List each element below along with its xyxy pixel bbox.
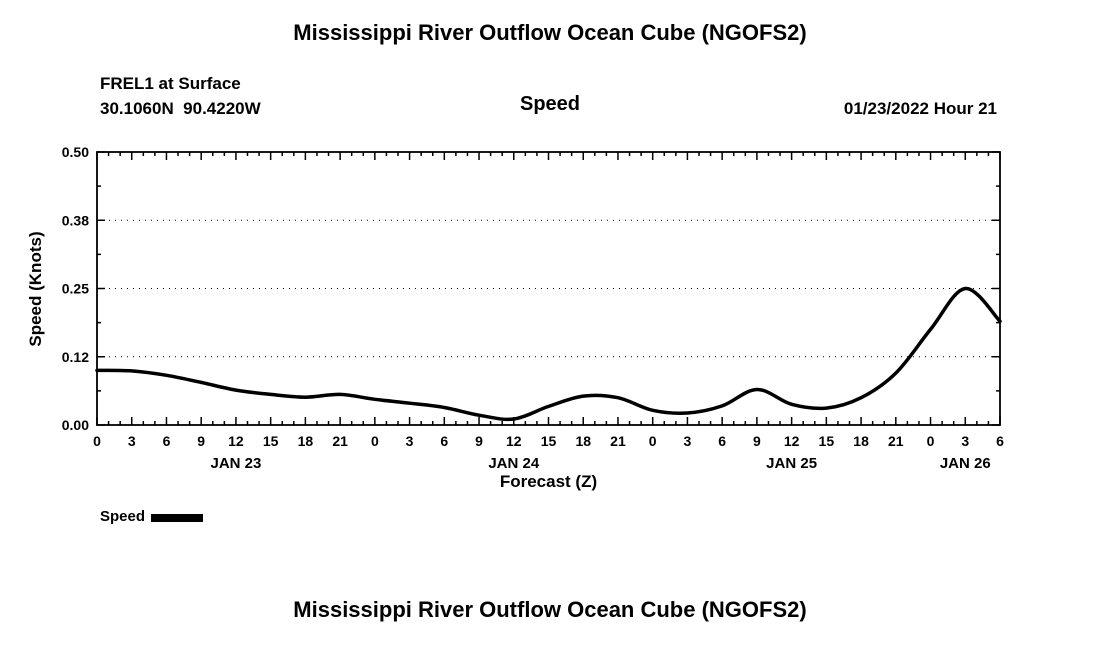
page-title: Mississippi River Outflow Ocean Cube (NG… [293,20,807,45]
svg-text:21: 21 [610,433,626,449]
svg-text:15: 15 [819,433,835,449]
svg-text:6: 6 [440,433,448,449]
y-axis-title: Speed (Knots) [26,231,45,347]
svg-text:18: 18 [853,433,869,449]
svg-text:15: 15 [263,433,279,449]
svg-text:18: 18 [298,433,314,449]
svg-text:0.38: 0.38 [62,212,89,228]
legend-line-swatch [151,514,204,522]
svg-text:18: 18 [575,433,591,449]
svg-text:JAN 24: JAN 24 [488,455,540,472]
y-tick-labels: 0.00 0.12 0.25 0.38 0.50 [62,144,89,433]
svg-text:9: 9 [197,433,205,449]
legend: Speed [100,508,204,525]
svg-text:0: 0 [371,433,379,449]
svg-text:3: 3 [406,433,414,449]
svg-text:21: 21 [888,433,904,449]
svg-text:0: 0 [927,433,935,449]
speed-series-line [95,286,1002,422]
axis-ticks [96,151,1001,426]
svg-text:0.25: 0.25 [62,281,89,297]
svg-text:6: 6 [718,433,726,449]
svg-text:JAN 26: JAN 26 [940,455,991,472]
svg-text:15: 15 [541,433,557,449]
svg-text:0.12: 0.12 [62,349,89,365]
svg-text:JAN 23: JAN 23 [210,455,261,472]
coordinates-label: 30.1060N 90.4220W [100,99,261,118]
variable-title: Speed [519,93,581,115]
svg-text:12: 12 [506,433,522,449]
gridlines [97,219,1000,358]
svg-text:3: 3 [684,433,692,449]
svg-text:12: 12 [228,433,244,449]
datetime-label: 01/23/2022 Hour 21 [843,99,997,118]
svg-text:0.50: 0.50 [62,144,89,160]
svg-text:3: 3 [961,433,969,449]
svg-text:12: 12 [784,433,800,449]
page-title-bottom: Mississippi River Outflow Ocean Cube (NG… [293,597,807,622]
day-labels: JAN 23 JAN 24 JAN 25 JAN 26 [210,455,990,472]
svg-text:0.00: 0.00 [62,417,89,433]
svg-text:9: 9 [475,433,483,449]
svg-text:0: 0 [93,433,101,449]
svg-text:3: 3 [128,433,136,449]
station-label: FREL1 at Surface [100,74,241,93]
x-tick-labels: 0 3 6 9 12 15 18 21 0 3 6 9 12 15 18 21 0 3 6 9 12 15 18 21 0 3 6 [93,433,1004,449]
svg-text:9: 9 [753,433,761,449]
svg-text:6: 6 [996,433,1004,449]
svg-text:21: 21 [332,433,348,449]
svg-text:0: 0 [649,433,657,449]
svg-text:JAN 25: JAN 25 [766,455,817,472]
plot-frame [96,151,1001,426]
x-axis-title: Forecast (Z) [499,472,598,491]
legend-label: Speed [100,508,146,525]
svg-text:6: 6 [163,433,171,449]
